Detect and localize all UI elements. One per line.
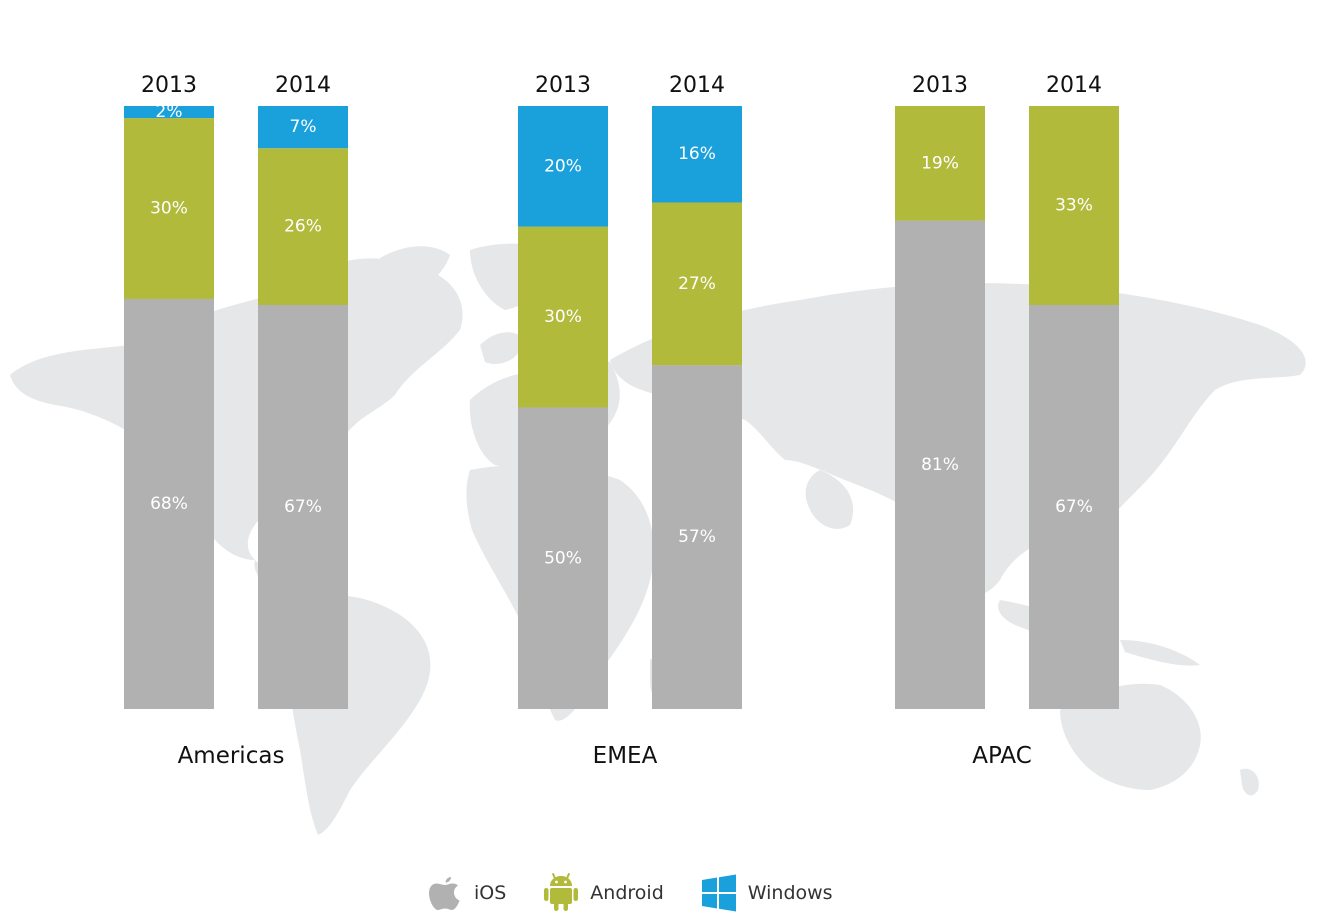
year-label-apac-2014: 2014: [1046, 73, 1102, 98]
bar-segment-americas-2013-android: [124, 118, 214, 299]
bar-segment-emea-2013-windows: [518, 106, 608, 227]
windows-icon: [701, 874, 736, 912]
android-icon: [544, 873, 579, 911]
year-label-emea-2014: 2014: [669, 73, 725, 98]
legend-item-ios: iOS: [426, 873, 506, 913]
data-label-emea-2014-android: 27%: [678, 274, 716, 294]
data-label-emea-2014-ios: 57%: [678, 527, 716, 547]
year-label-americas-2014: 2014: [275, 73, 331, 98]
data-label-americas-2013-ios: 68%: [150, 494, 188, 514]
apple-icon: [429, 877, 460, 910]
bar-segment-apac-2014-android: [1029, 106, 1119, 305]
data-label-apac-2013-ios: 81%: [921, 455, 959, 475]
year-label-apac-2013: 2013: [912, 73, 968, 98]
data-label-emea-2013-ios: 50%: [544, 548, 582, 568]
legend-item-android: Android: [542, 873, 664, 913]
legend-label-windows: Windows: [747, 882, 833, 904]
bar-segment-emea-2013-android: [518, 226, 608, 408]
data-label-americas-2014-android: 26%: [284, 217, 322, 237]
region-label-apac: APAC: [972, 743, 1032, 769]
data-label-apac-2014-ios: 67%: [1055, 497, 1093, 517]
data-label-americas-2014-windows: 7%: [290, 117, 317, 137]
bar-segment-americas-2014-android: [258, 148, 348, 305]
bar-segment-emea-2013-ios: [518, 407, 608, 709]
bar-segment-americas-2014-ios: [258, 304, 348, 709]
bar-segment-americas-2013-ios: [124, 298, 214, 709]
bar-segment-emea-2014-android: [652, 202, 742, 366]
data-label-emea-2014-windows: 16%: [678, 144, 716, 164]
data-label-emea-2013-windows: 20%: [544, 156, 582, 176]
legend-label-ios: iOS: [474, 882, 507, 904]
year-label-americas-2013: 2013: [141, 73, 197, 98]
data-label-americas-2013-android: 30%: [150, 199, 188, 219]
data-label-americas-2013-windows: 2%: [156, 102, 183, 122]
legend-item-windows: Windows: [700, 873, 833, 913]
data-label-apac-2013-android: 19%: [921, 153, 959, 173]
region-label-americas: Americas: [178, 743, 285, 769]
bar-segment-americas-2014-windows: [258, 106, 348, 149]
bar-segment-apac-2013-android: [895, 106, 985, 221]
bar-segment-emea-2014-ios: [652, 365, 742, 709]
region-label-emea: EMEA: [593, 743, 658, 769]
data-label-americas-2014-ios: 67%: [284, 497, 322, 517]
data-label-emea-2013-android: 30%: [544, 307, 582, 327]
data-label-apac-2014-android: 33%: [1055, 195, 1093, 215]
bar-segment-emea-2014-windows: [652, 106, 742, 203]
bar-segment-apac-2013-ios: [895, 220, 985, 709]
legend-label-android: Android: [590, 882, 664, 904]
year-label-emea-2013: 2013: [535, 73, 591, 98]
bar-segment-apac-2014-ios: [1029, 304, 1119, 709]
chart-legend: iOS Android: [426, 872, 869, 914]
bar-segment-americas-2013-windows: [124, 106, 214, 119]
